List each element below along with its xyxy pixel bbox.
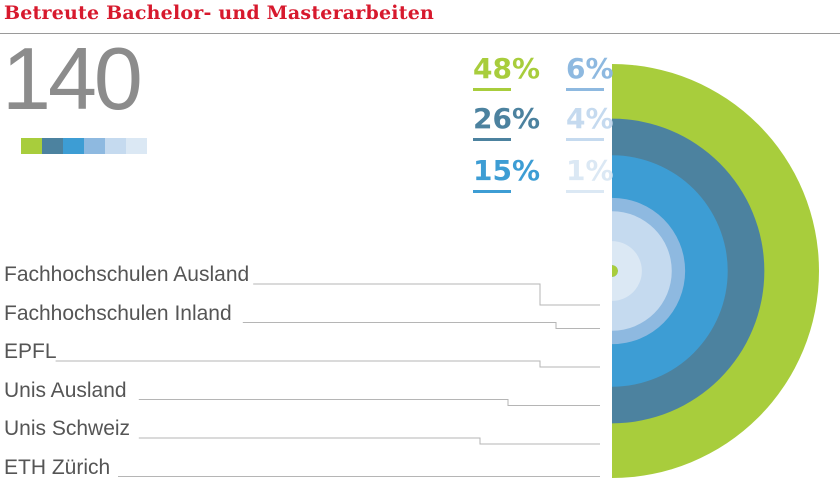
title-divider: [0, 33, 840, 34]
slice-6: [612, 241, 642, 301]
category-label-5: Fachhochschulen Inland: [4, 301, 232, 325]
percent-underline-3: [473, 190, 511, 193]
color-swatch-5: [105, 138, 126, 154]
leader-line-5: [242, 322, 600, 329]
percent-label-1: 48%: [473, 52, 541, 85]
category-label-2: Unis Schweiz: [4, 417, 131, 440]
chart-title: Betreute Bachelor- und Masterarbeiten: [4, 2, 434, 24]
slice-5: [612, 211, 672, 331]
total-count: 140: [2, 29, 143, 128]
leader-line-4: [55, 360, 600, 368]
category-label-6: Fachhochschulen Ausland: [4, 263, 250, 286]
color-key-strip: [21, 138, 147, 154]
color-swatch-3: [63, 138, 84, 154]
percent-underline-4: [566, 88, 604, 91]
leader-line-3: [138, 399, 600, 406]
percent-underline-1: [473, 88, 511, 91]
color-swatch-2: [42, 138, 63, 154]
category-label-4: EPFL: [4, 340, 57, 363]
percent-underline-2: [473, 138, 511, 141]
leader-line-6: [253, 283, 600, 306]
percent-underline-6: [566, 190, 604, 193]
category-label-3: Unis Ausland: [4, 378, 127, 402]
color-swatch-4: [84, 138, 105, 154]
percent-label-3: 15%: [473, 154, 541, 187]
percent-label-2: 26%: [473, 102, 541, 135]
percent-label-6: 1%: [566, 154, 614, 187]
color-swatch-1: [21, 138, 42, 154]
percent-underline-5: [566, 138, 604, 141]
category-label-1: ETH Zürich: [4, 455, 111, 479]
color-swatch-6: [126, 138, 147, 154]
percent-label-5: 4%: [566, 102, 614, 135]
percent-label-4: 6%: [566, 52, 614, 85]
leader-line-2: [138, 437, 600, 445]
